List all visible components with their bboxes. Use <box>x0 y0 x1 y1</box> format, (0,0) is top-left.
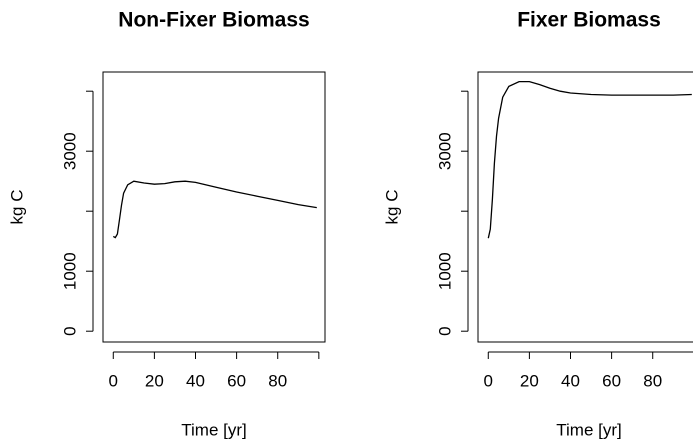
y-tick-label: 0 <box>60 326 79 335</box>
y-axis-label: kg C <box>7 190 26 225</box>
x-tick-label: 0 <box>109 371 118 390</box>
x-tick-label: 20 <box>520 371 539 390</box>
x-tick-label: 60 <box>602 371 621 390</box>
plot-box <box>102 71 326 343</box>
x-tick-label: 40 <box>186 371 205 390</box>
data-line <box>112 180 317 239</box>
x-tick-label: 60 <box>227 371 246 390</box>
x-tick-label: 80 <box>268 371 287 390</box>
y-tick-label: 3000 <box>60 132 79 170</box>
x-axis-label: Time [yr] <box>556 420 621 439</box>
plot-box <box>477 71 693 343</box>
y-axis-label: kg C <box>382 190 401 225</box>
y-tick-label: 1000 <box>435 252 454 290</box>
x-tick-label: 80 <box>643 371 662 390</box>
y-tick-label: 3000 <box>435 132 454 170</box>
x-tick-label: 20 <box>145 371 164 390</box>
y-tick-label: 1000 <box>60 252 79 290</box>
x-tick-label: 40 <box>561 371 580 390</box>
y-tick-label: 0 <box>435 326 454 335</box>
x-axis-label: Time [yr] <box>181 420 246 439</box>
x-tick-label: 0 <box>484 371 493 390</box>
chart-title: Fixer Biomass <box>517 9 661 32</box>
chart-title: Non-Fixer Biomass <box>118 9 309 32</box>
data-line <box>487 80 692 239</box>
